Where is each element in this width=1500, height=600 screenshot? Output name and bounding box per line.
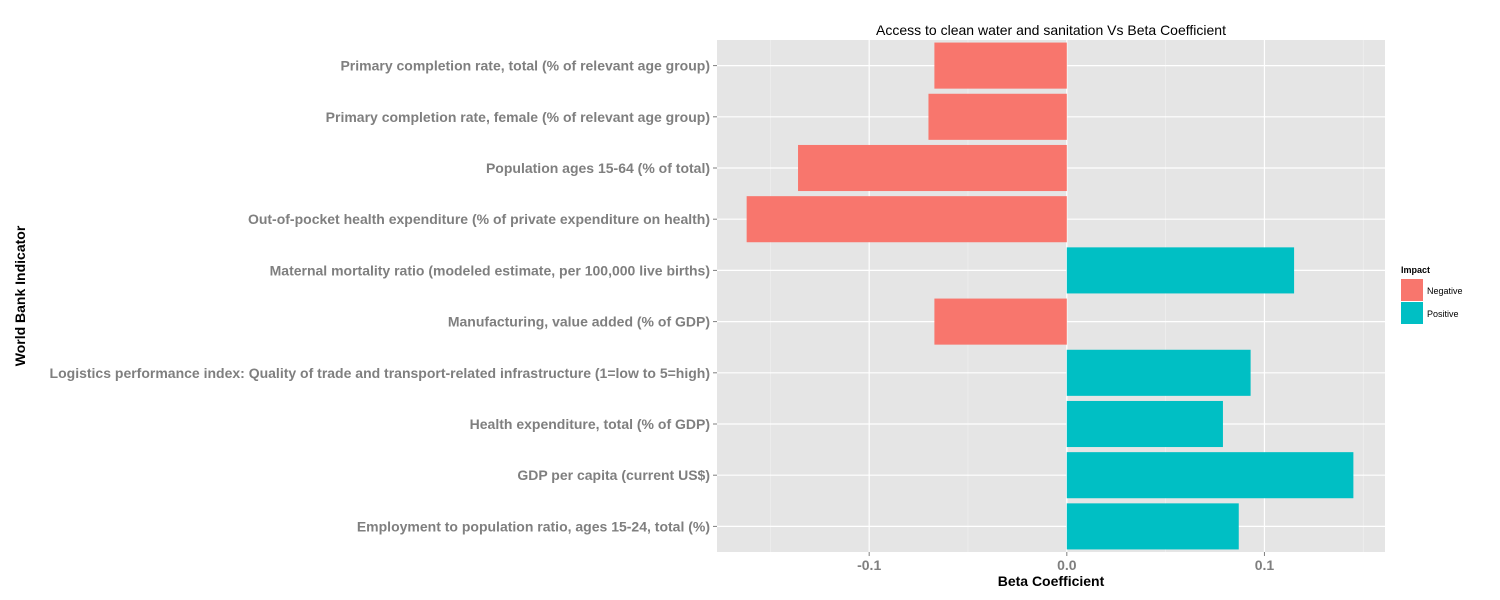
y-tick-label: Primary completion rate, female (% of re… [326,109,710,125]
bar [1066,400,1223,448]
x-tick-label: -0.1 [857,557,881,573]
y-tick-label: GDP per capita (current US$) [517,467,710,483]
y-tick-label: Employment to population ratio, ages 15-… [357,518,710,534]
y-tick-label: Maternal mortality ratio (modeled estima… [270,262,710,278]
bar [746,196,1067,243]
legend-entries: Negative Positive [1401,279,1463,324]
y-tick-labels: Primary completion rate, total (% of rel… [50,58,717,534]
bar [928,93,1067,140]
y-tick-label: Logistics performance index: Quality of … [50,365,710,381]
bar [1066,349,1251,396]
x-tick-label: 0.1 [1255,557,1275,573]
legend-swatch [1401,279,1423,301]
bar [934,42,1067,89]
chart-title: Access to clean water and sanitation Vs … [876,22,1226,38]
legend-swatch [1401,302,1423,324]
legend-label: Negative [1427,286,1463,296]
x-axis-title: Beta Coefficient [998,573,1105,589]
x-tick-label: 0.0 [1057,557,1077,573]
bar [1066,452,1354,499]
y-tick-label: Health expenditure, total (% of GDP) [470,416,710,432]
legend-title: Impact [1401,265,1430,275]
legend-label: Positive [1427,309,1459,319]
x-tick-labels: -0.1 0.0 0.1 [857,552,1274,573]
y-tick-label: Manufacturing, value added (% of GDP) [448,314,710,330]
bars [746,42,1354,550]
bar [1066,503,1239,550]
y-tick-label: Primary completion rate, total (% of rel… [340,58,710,74]
y-axis-title: World Bank Indicator [12,225,28,366]
y-tick-label: Out-of-pocket health expenditure (% of p… [248,211,710,227]
bar [934,298,1067,345]
bar [1066,247,1295,294]
legend: Impact Negative Positive [1401,265,1463,324]
y-tick-label: Population ages 15-64 (% of total) [486,160,710,176]
bar [798,144,1067,192]
